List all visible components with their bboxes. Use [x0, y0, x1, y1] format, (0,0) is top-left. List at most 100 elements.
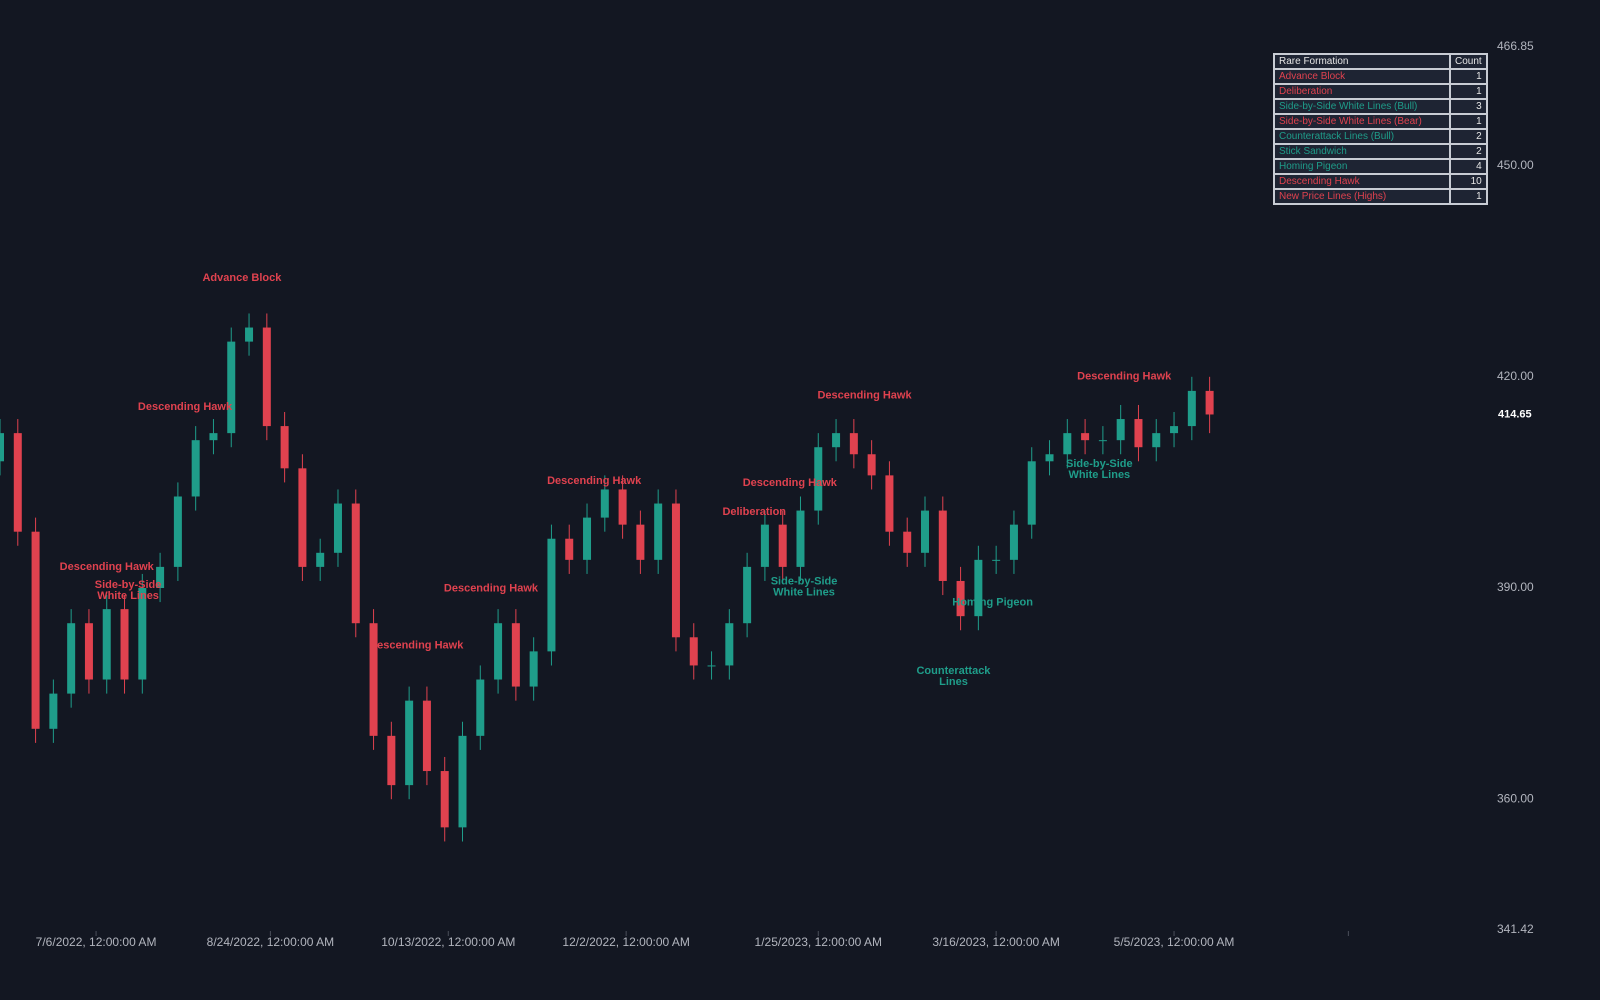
pattern-name: Stick Sandwich	[1273, 143, 1451, 160]
candle-body	[671, 503, 680, 638]
pattern-name: Side-by-Side White Lines (Bull)	[1273, 98, 1451, 115]
candle-body	[992, 559, 1001, 561]
pattern-count: 10	[1449, 173, 1488, 190]
candle-body	[405, 700, 414, 786]
pattern-name: Advance Block	[1273, 68, 1451, 85]
header-cell: Rare Formation	[1273, 53, 1451, 70]
candle-body	[1134, 419, 1143, 448]
pattern-annotation: Descending Hawk	[817, 390, 912, 402]
candle-body	[1009, 524, 1018, 560]
pattern-annotation: White Lines	[1068, 469, 1130, 481]
table-row: Side-by-Side White Lines (Bull) 3	[1273, 98, 1488, 115]
candle-body	[778, 524, 787, 567]
pattern-name: Homing Pigeon	[1273, 158, 1451, 175]
candle-body	[618, 489, 627, 525]
candle-body	[1081, 433, 1090, 441]
candle-body	[13, 433, 22, 532]
pattern-name: Descending Hawk	[1273, 173, 1451, 190]
candle-body	[725, 623, 734, 666]
candle-body	[0, 433, 4, 462]
candle-body	[921, 510, 929, 553]
pattern-annotation: White Lines	[773, 587, 835, 599]
candle-body	[1187, 390, 1196, 427]
last-price-label: 414.65	[1498, 408, 1532, 420]
candle-body	[1027, 461, 1036, 525]
x-tick-label: 3/16/2023, 12:00:00 AM	[932, 935, 1059, 949]
candle-body	[67, 623, 76, 694]
candle-body	[440, 771, 449, 828]
candle-body	[600, 489, 609, 518]
pattern-count: 4	[1449, 158, 1488, 175]
pattern-annotation: White Lines	[97, 590, 159, 602]
table-row: Side-by-Side White Lines (Bear) 1	[1273, 113, 1488, 130]
pattern-name: New Price Lines (Highs)	[1273, 188, 1451, 205]
candle-body	[796, 510, 805, 567]
table-row: Counterattack Lines (Bull) 2	[1273, 128, 1488, 145]
candle-body	[511, 623, 520, 687]
candle-body	[173, 496, 182, 567]
candle-body	[494, 623, 503, 680]
table-header: Rare Formation Count	[1273, 53, 1488, 70]
candle-body	[849, 433, 858, 455]
candle-body	[280, 426, 289, 469]
pattern-annotation: Descending Hawk	[60, 561, 155, 573]
pattern-name: Counterattack Lines (Bull)	[1273, 128, 1451, 145]
pattern-count: 2	[1449, 128, 1488, 145]
candle-body	[31, 531, 40, 729]
candle-body	[120, 609, 129, 680]
candle-body	[760, 524, 769, 567]
table-row: Descending Hawk 10	[1273, 173, 1488, 190]
candle-body	[956, 580, 965, 617]
pattern-count: 1	[1449, 83, 1488, 100]
table-row: Advance Block 1	[1273, 68, 1488, 85]
y-tick-label: 390.00	[1497, 580, 1534, 594]
candle-body	[298, 468, 307, 567]
candle-body	[351, 503, 360, 624]
pattern-count: 2	[1449, 143, 1488, 160]
pattern-annotation: Homing Pigeon	[952, 597, 1033, 609]
candle-body	[1170, 426, 1179, 434]
candle-body	[138, 588, 147, 680]
candle-body	[814, 447, 823, 511]
y-tick-label: 341.42	[1497, 922, 1534, 936]
candle-body	[1063, 433, 1072, 455]
candle-body	[458, 735, 467, 828]
candle-body	[529, 651, 538, 687]
candle-body	[903, 531, 912, 553]
pattern-annotation: Descending Hawk	[547, 475, 642, 487]
candle-body	[1152, 433, 1161, 448]
candle-body	[565, 538, 574, 560]
table-row: Homing Pigeon 4	[1273, 158, 1488, 175]
candle-body	[49, 693, 58, 729]
pattern-annotation: Deliberation	[722, 506, 786, 518]
candle-body	[227, 341, 236, 434]
x-tick-label: 1/25/2023, 12:00:00 AM	[755, 935, 882, 949]
y-tick-label: 420.00	[1497, 369, 1534, 383]
pattern-annotation: Side-by-Side	[1066, 458, 1133, 470]
pattern-count: 3	[1449, 98, 1488, 115]
x-tick-label: 12/2/2022, 12:00:00 AM	[562, 935, 689, 949]
candle-body	[422, 700, 431, 772]
pattern-annotation: Descending Hawk	[1077, 371, 1172, 383]
candle-body	[387, 735, 396, 786]
candle-body	[885, 475, 894, 532]
candle-body	[245, 327, 254, 342]
pattern-count: 1	[1449, 113, 1488, 130]
candle-body	[84, 623, 93, 680]
pattern-annotation: Descending Hawk	[743, 477, 838, 489]
table-row: Stick Sandwich 2	[1273, 143, 1488, 160]
candle-body	[191, 440, 200, 497]
pattern-annotation: Descending Hawk	[138, 401, 233, 413]
candle-body	[707, 665, 716, 667]
candle-body	[689, 637, 698, 666]
x-tick-label: 7/6/2022, 12:00:00 AM	[36, 935, 157, 949]
candle-body	[547, 538, 556, 652]
candle-body	[369, 623, 378, 736]
candle-body	[938, 510, 947, 581]
pattern-annotation: Side-by-Side	[771, 576, 838, 588]
candle-body	[1045, 454, 1054, 462]
candle-body	[333, 503, 342, 553]
candle-body	[209, 433, 218, 441]
pattern-annotation: Lines	[939, 676, 968, 688]
